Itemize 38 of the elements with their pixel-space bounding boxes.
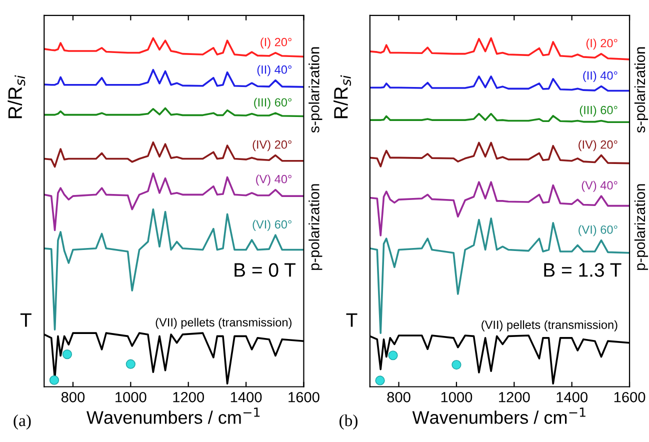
x-tick-label: 1200 — [173, 392, 204, 402]
annotation: B = 0 T — [234, 263, 296, 277]
x-tick-label: 1400 — [230, 392, 262, 402]
text: T — [346, 313, 358, 327]
x-tick-label: 1200 — [499, 392, 530, 402]
series-label: (VI) 60° — [252, 220, 292, 231]
x-tick-label: 1600 — [288, 392, 320, 402]
series-label: (V) 40° — [256, 174, 292, 186]
text: T — [20, 313, 32, 327]
series-label: (I) 20° — [260, 38, 292, 49]
text: s-polarization — [634, 47, 648, 133]
series-label: (II) 40° — [583, 71, 618, 82]
x-tick-label: 800 — [61, 392, 85, 402]
text: (a) — [14, 414, 31, 430]
x-tick-label: 1000 — [441, 392, 472, 402]
text: p-polarization — [634, 184, 648, 270]
x-tick-label: 800 — [387, 392, 410, 402]
series-label: (V) 40° — [582, 180, 618, 192]
series-label: (III) 60° — [254, 98, 292, 109]
annotation: B = 1.3 T — [544, 263, 622, 277]
text: p-polarization — [308, 184, 322, 270]
series-label: (IV) 20° — [578, 140, 618, 152]
series-label: (I) 20° — [586, 38, 618, 50]
y-axis-title: R/R$_{si}$ — [334, 75, 352, 118]
text: s-polarization — [308, 47, 322, 133]
y-axis-title: R/R$_{si}$ — [8, 75, 26, 118]
x-tick-label: 1400 — [556, 392, 588, 402]
text: (b) — [340, 414, 358, 430]
series-label: (VI) 60° — [578, 225, 618, 236]
series-label: (III) 60° — [580, 106, 618, 117]
x-tick-label: 1000 — [116, 392, 146, 402]
series-label: (IV) 20° — [252, 140, 292, 152]
x-axis-title: Wavenumbers / cm$^{−1}$ — [86, 408, 260, 424]
series-label: (VII) pellets (transmission) — [156, 318, 292, 329]
x-axis-title: Wavenumbers / cm$^{−1}$ — [412, 408, 586, 424]
series-label: (VII) pellets (transmission) — [482, 320, 618, 332]
series-label: (II) 40° — [257, 65, 292, 76]
x-tick-label: 1600 — [614, 392, 646, 402]
